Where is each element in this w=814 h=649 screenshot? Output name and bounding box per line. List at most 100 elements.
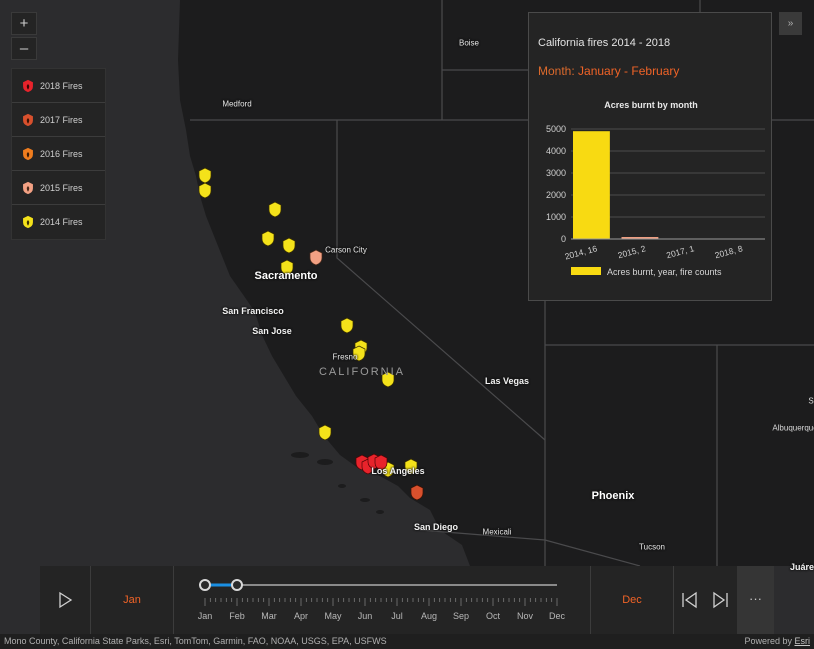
month-tick-label: Jul	[391, 611, 403, 621]
fire-marker[interactable]	[268, 201, 282, 218]
slider-thumb-end[interactable]	[231, 579, 243, 591]
month-tick-label: Nov	[516, 611, 534, 621]
x-tick-label: 2018, 8	[714, 243, 744, 260]
slider-ticks	[204, 598, 558, 606]
city-label-san-jose: San Jose	[252, 326, 292, 336]
previous-icon[interactable]	[682, 591, 697, 609]
time-slider: Jan Jan Feb Mar Apr May Jun Jul Aug Sep Oct Nov Dec…	[40, 566, 774, 634]
month-tick-label: Feb	[229, 611, 245, 621]
y-tick-label: 4000	[546, 146, 566, 156]
powered-by: Powered by Esri	[744, 634, 810, 649]
city-label-medford: Medford	[222, 99, 252, 109]
city-label-san-francisco: San Francisco	[222, 306, 284, 316]
chart-title: Acres burnt by month	[604, 100, 698, 110]
city-label-las-vegas: Las Vegas	[484, 376, 530, 386]
month-tick-label: Mar	[261, 611, 277, 621]
legend-label: 2015 Fires	[40, 182, 83, 193]
next-icon[interactable]	[713, 591, 728, 609]
slider-track[interactable]	[174, 566, 590, 634]
fire-shield-icon	[23, 215, 33, 229]
chart-bars	[573, 131, 659, 239]
month-tick-label: Oct	[485, 611, 501, 621]
fire-marker[interactable]	[309, 249, 323, 266]
fire-marker[interactable]	[410, 484, 424, 501]
city-label-juarez: Juáre	[789, 562, 814, 572]
chart-legend-swatch	[571, 267, 601, 275]
city-label-mexicali: Mexicali	[482, 527, 512, 537]
city-label-sacramento: Sacramento	[254, 270, 318, 282]
state-label-california: CALIFORNIA	[318, 366, 406, 378]
legend-label: 2014 Fires	[40, 217, 83, 227]
month-tick-label: Jun	[357, 611, 373, 621]
fire-shield-icon	[23, 147, 33, 160]
month-label: Month:	[538, 64, 575, 78]
city-label-albuquerque: Albuquerque	[772, 423, 814, 433]
y-tick-label: 2000	[546, 190, 566, 200]
legend-label: 2016 Fires	[40, 148, 83, 159]
fire-shield-icon	[23, 181, 33, 194]
city-label-san-diego: San Diego	[413, 522, 459, 532]
y-tick-label: 3000	[546, 168, 566, 178]
legend-label: 2018 Fires	[40, 80, 83, 91]
slider-track-area[interactable]: Jan Feb Mar Apr May Jun Jul Aug Sep Oct Nov Dec	[174, 566, 590, 634]
esri-link[interactable]: Esri	[794, 636, 811, 646]
fire-marker[interactable]	[318, 424, 332, 441]
chart-panel: California fires 2014 - 2018 Month: Janu…	[528, 12, 772, 301]
panel-title: California fires 2014 - 2018	[538, 37, 671, 49]
time-end-label: Dec	[590, 566, 673, 634]
month-tick-label: Aug	[420, 611, 438, 621]
fire-marker[interactable]	[340, 317, 354, 334]
chart-legend-text: Acres burnt, year, fire counts	[607, 267, 722, 277]
month-tick-label: Dec	[548, 611, 566, 621]
x-tick-label: 2017, 1	[665, 243, 695, 260]
attribution-bar: Mono County, California State Parks, Esr…	[0, 634, 814, 649]
collapse-panel-button[interactable]: »	[779, 12, 802, 35]
city-label-boise: Boise	[458, 38, 480, 48]
legend-item-2015[interactable]: 2015 Fires	[12, 171, 105, 205]
month-row: Month: January - February	[538, 64, 679, 78]
bar-chart: Acres burnt by month 0 1000 2000 3000 4000 50…	[546, 100, 765, 277]
y-tick-label: 5000	[546, 124, 566, 134]
fire-shield-icon	[23, 79, 33, 92]
slider-thumb-start[interactable]	[199, 579, 211, 591]
channel-islands	[291, 452, 384, 514]
fire-marker[interactable]	[282, 237, 296, 254]
fire-markers-2015[interactable]	[309, 249, 323, 266]
city-label-los-angeles: Los Angeles	[371, 466, 425, 476]
bar-1[interactable]	[621, 237, 659, 239]
legend-item-2014[interactable]: 2014 Fires	[12, 205, 105, 239]
state-borders	[190, 0, 814, 567]
month-tick-label: Apr	[293, 611, 309, 621]
zoom-in-button[interactable]: +	[11, 12, 37, 35]
chart-y-axis: 0 1000 2000 3000 4000 5000	[546, 124, 566, 244]
city-label-fresno: Fresno	[332, 352, 358, 362]
legend-item-2017[interactable]: 2017 Fires	[12, 103, 105, 137]
play-icon	[59, 591, 73, 609]
x-tick-label: 2015, 2	[617, 243, 647, 260]
attribution-text: Mono County, California State Parks, Esr…	[4, 636, 387, 646]
more-options-button[interactable]: ···	[737, 566, 774, 634]
x-tick-label: 2014, 16	[564, 243, 599, 261]
step-buttons	[682, 591, 728, 609]
fire-marker[interactable]	[198, 182, 212, 199]
fire-marker[interactable]	[261, 230, 275, 247]
chart-x-axis: 2014, 16 2015, 2 2017, 1 2018, 8	[564, 238, 765, 261]
legend-panel: 2018 Fires 2017 Fires 2016 Fires 2015 Fi…	[11, 68, 106, 240]
legend-item-2016[interactable]: 2016 Fires	[12, 137, 105, 171]
step-nav	[673, 566, 737, 634]
month-tick-label: Sep	[452, 611, 470, 621]
play-button[interactable]	[40, 566, 91, 634]
city-label-carson-city: Carson City	[325, 245, 367, 255]
fire-markers-2017[interactable]	[410, 484, 424, 501]
legend-label: 2017 Fires	[40, 114, 83, 125]
bar-0[interactable]	[573, 131, 610, 239]
y-tick-label: 1000	[546, 212, 566, 222]
y-tick-label: 0	[561, 234, 566, 244]
zoom-out-button[interactable]: –	[11, 37, 37, 60]
time-start-label: Jan	[91, 566, 174, 634]
month-tick-label: Jan	[197, 611, 213, 621]
fire-marker[interactable]	[198, 167, 212, 184]
powered-by-prefix: Powered by	[744, 636, 795, 646]
legend-item-2018[interactable]: 2018 Fires	[12, 69, 105, 103]
month-value: January - February	[578, 64, 680, 78]
